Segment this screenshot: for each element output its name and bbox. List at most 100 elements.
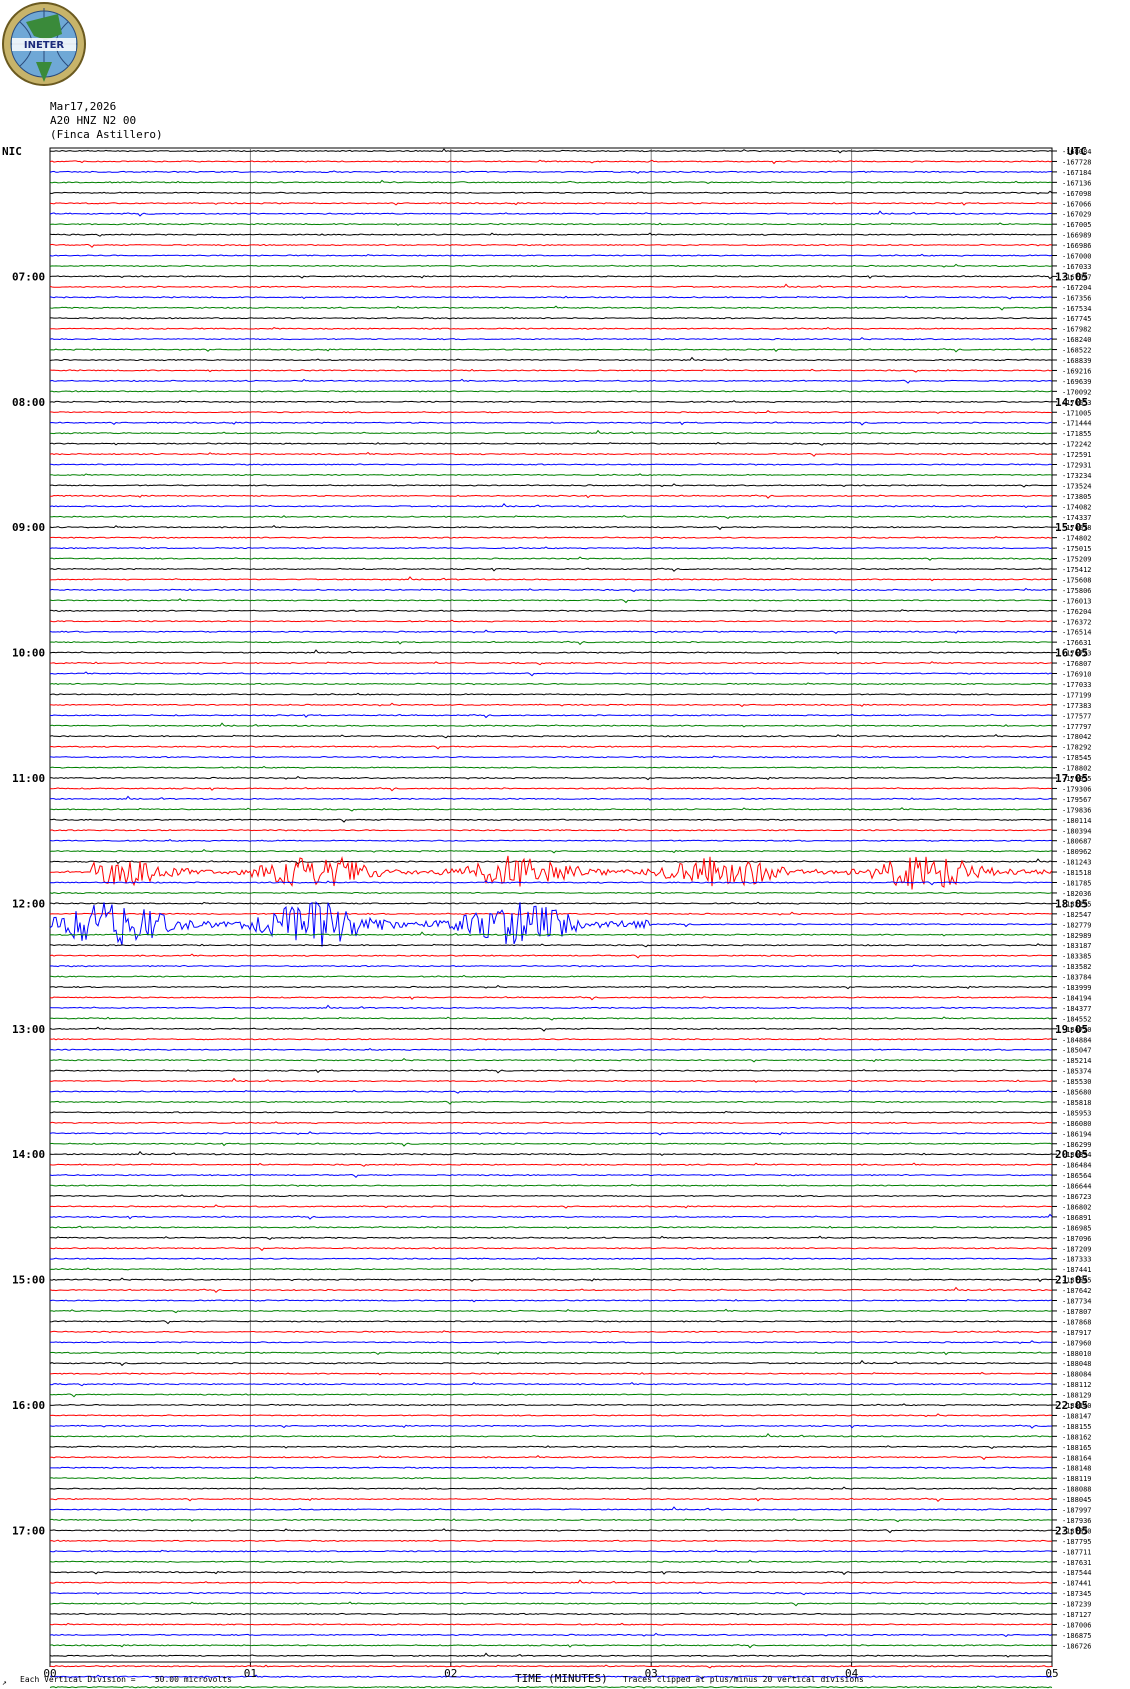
trace-offset-label: -186985 (1062, 1224, 1092, 1232)
trace-71 (49, 891, 1053, 895)
trace-1 (49, 159, 1053, 165)
trace-136 (49, 1570, 1053, 1576)
trace-93 (49, 1121, 1053, 1125)
trace-11 (49, 263, 1053, 268)
trace-63 (49, 807, 1053, 812)
trace-35 (49, 515, 1053, 520)
trace-offset-label: -167033 (1062, 263, 1092, 271)
logo-text: INETER (24, 40, 65, 51)
trace-50 (49, 671, 1053, 677)
trace-offset-label: -182295 (1062, 900, 1092, 908)
trace-88 (49, 1069, 1053, 1074)
trace-offset-label: -182036 (1062, 890, 1092, 898)
trace-offset-label: -187917 (1062, 1329, 1092, 1337)
right-hour-label: 18:05 (1055, 897, 1088, 910)
trace-131 (49, 1518, 1052, 1523)
trace-offset-label: -182547 (1062, 911, 1092, 919)
trace-83 (49, 1016, 1053, 1021)
trace-offset-label: -185214 (1062, 1057, 1092, 1065)
trace-79 (49, 974, 1053, 978)
trace-74 (49, 901, 1053, 947)
trace-offset-label: -167982 (1062, 326, 1092, 334)
trace-offset-label: -179836 (1062, 806, 1092, 814)
trace-offset-label: -175412 (1062, 566, 1092, 574)
trace-offset-label: -187642 (1062, 1287, 1092, 1295)
trace-90 (49, 1089, 1052, 1094)
trace-9 (49, 243, 1053, 248)
trace-37 (49, 536, 1053, 539)
trace-offset-label: -182989 (1062, 932, 1092, 940)
trace-92 (49, 1110, 1053, 1114)
trace-24 (49, 400, 1053, 404)
trace-offset-label: -186875 (1062, 1632, 1092, 1640)
trace-30 (49, 463, 1053, 466)
trace-offset-label: -187345 (1062, 1590, 1092, 1598)
trace-61 (49, 786, 1053, 792)
trace-offset-label: -171005 (1062, 409, 1092, 417)
trace-offset-label: -184720 (1062, 1026, 1092, 1034)
trace-82 (49, 1004, 1053, 1010)
trace-32 (49, 483, 1053, 488)
clip-note: Traces clipped at plus/minus 20 vertical… (623, 1675, 864, 1684)
trace-135 (49, 1559, 1053, 1564)
trace-offset-label: -183999 (1062, 984, 1092, 992)
left-hour-label: 15:00 (12, 1274, 45, 1287)
trace-106 (49, 1257, 1053, 1260)
trace-142 (49, 1632, 1053, 1638)
trace-offset-label: -176372 (1062, 618, 1092, 626)
trace-97 (49, 1162, 1053, 1167)
trace-offset-label: -185953 (1062, 1109, 1092, 1117)
x-tick-label: 04 (845, 1667, 859, 1680)
trace-21 (49, 368, 1053, 373)
left-zone-label: NIC (2, 145, 22, 158)
x-tick-label: 02 (444, 1667, 457, 1680)
trace-41 (49, 576, 1053, 582)
trace-offset-label: -188155 (1062, 1423, 1092, 1431)
trace-offset-label: -177033 (1062, 681, 1092, 689)
trace-offset-label: -187870 (1062, 1527, 1092, 1535)
trace-offset-label: -178042 (1062, 733, 1092, 741)
trace-offset-label: -167184 (1062, 169, 1092, 177)
trace-offset-label: -174578 (1062, 524, 1092, 532)
trace-offset-label: -175209 (1062, 556, 1092, 564)
trace-51 (49, 682, 1053, 686)
trace-59 (49, 765, 1053, 769)
trace-offset-label: -178545 (1062, 754, 1092, 762)
trace-120 (49, 1403, 1053, 1407)
trace-27 (50, 429, 1053, 435)
trace-10 (49, 253, 1053, 257)
trace-105 (49, 1247, 1053, 1252)
right-hour-label: 22:05 (1055, 1399, 1088, 1412)
trace-offset-label: -167728 (1062, 158, 1092, 166)
trace-offset-label: -188045 (1062, 1496, 1092, 1504)
trace-offset-label: -171444 (1062, 420, 1092, 428)
trace-offset-label: -187868 (1062, 1318, 1092, 1326)
trace-75 (49, 931, 1053, 937)
trace-offset-label: -167000 (1062, 253, 1092, 261)
trace-offset-label: -183582 (1062, 963, 1092, 971)
trace-offset-label: -175806 (1062, 587, 1092, 595)
trace-offset-label: -168839 (1062, 357, 1092, 365)
trace-offset-label: -167066 (1062, 200, 1092, 208)
trace-81 (49, 995, 1053, 1001)
trace-offset-label: -186891 (1062, 1214, 1092, 1222)
trace-96 (49, 1150, 1053, 1157)
trace-offset-label: -167534 (1062, 305, 1092, 313)
trace-offset-label: -187807 (1062, 1308, 1092, 1316)
trace-3 (49, 179, 1053, 184)
trace-126 (50, 1466, 1053, 1469)
trace-8 (49, 232, 1053, 237)
trace-offset-label: -186299 (1062, 1141, 1092, 1149)
trace-offset-label: -186394 (1062, 1151, 1092, 1159)
trace-47 (49, 640, 1052, 646)
trace-78 (49, 964, 1053, 968)
trace-19 (49, 348, 1053, 353)
trace-22 (49, 378, 1053, 384)
trace-offset-label: -185680 (1062, 1089, 1092, 1097)
trace-offset-label: -176723 (1062, 650, 1092, 658)
trace-34 (49, 503, 1053, 509)
trace-57 (49, 745, 1053, 750)
trace-137 (49, 1579, 1053, 1584)
trace-80 (49, 984, 1053, 990)
